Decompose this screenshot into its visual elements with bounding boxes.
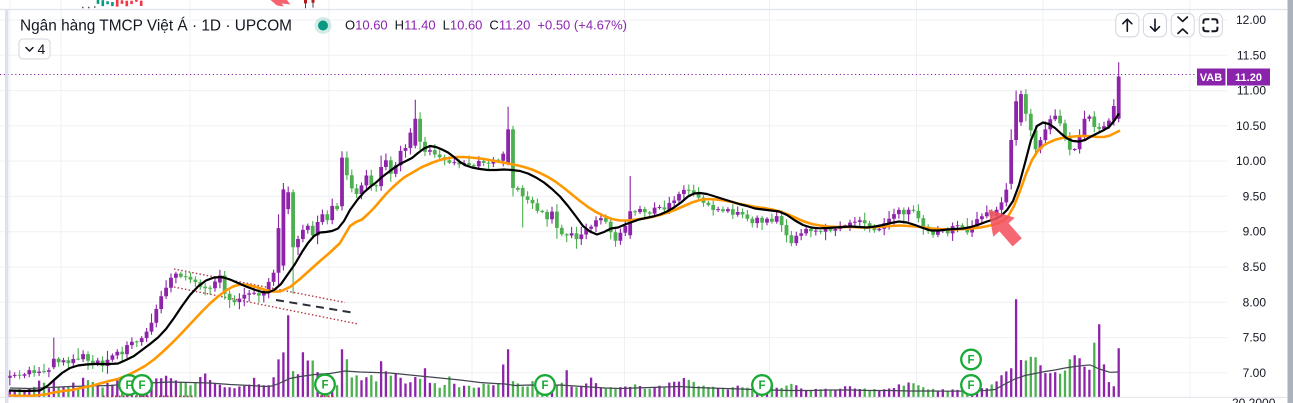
svg-text:12.00: 12.00 — [1236, 13, 1266, 27]
svg-text:8.50: 8.50 — [1243, 260, 1267, 274]
svg-text:20.2000: 20.2000 — [1232, 396, 1276, 403]
svg-text:F: F — [967, 380, 974, 392]
svg-text:VAB: VAB — [1200, 72, 1222, 84]
svg-text:Ngân hàng TMCP Việt Á · 1D · U: Ngân hàng TMCP Việt Á · 1D · UPCOM — [20, 18, 292, 35]
svg-text:F: F — [125, 380, 132, 392]
svg-text:7.00: 7.00 — [1243, 366, 1267, 380]
svg-text:F: F — [321, 380, 328, 392]
svg-text:9.00: 9.00 — [1243, 225, 1267, 239]
svg-text:10.50: 10.50 — [1236, 119, 1266, 133]
svg-text:8.00: 8.00 — [1243, 295, 1267, 309]
svg-text:7.50: 7.50 — [1243, 331, 1267, 345]
svg-text:11.50: 11.50 — [1237, 48, 1266, 62]
svg-text:11.20: 11.20 — [1235, 72, 1262, 84]
svg-text:11.00: 11.00 — [1237, 84, 1266, 98]
svg-text:F: F — [758, 380, 765, 392]
svg-text:4: 4 — [38, 41, 46, 57]
svg-text:10.00: 10.00 — [1236, 154, 1266, 168]
svg-text:9.50: 9.50 — [1243, 189, 1267, 203]
svg-text:F: F — [541, 380, 548, 392]
svg-text:F: F — [967, 355, 974, 367]
svg-text:F: F — [138, 380, 145, 392]
